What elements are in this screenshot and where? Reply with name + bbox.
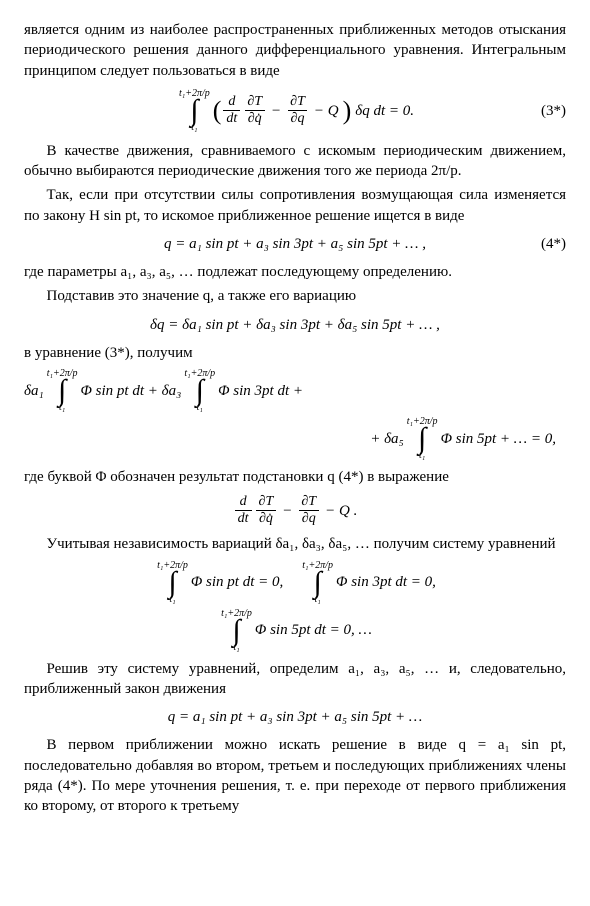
equation-phi-def: d dt ∂T ∂q̇ − ∂T ∂q − Q . bbox=[24, 495, 566, 526]
para-4: где параметры a₁, a₃, a₅, … подлежат пос… bbox=[24, 262, 566, 282]
equation-sum: δa₁ t₁+2π/p ∫ t₁ Φ sin pt dt + δa₃ t₁+2π… bbox=[24, 369, 566, 461]
para-5: Подставив это значение q, а также его ва… bbox=[24, 286, 566, 306]
para-8: Учитывая независимость вариаций δa₁, δa₃… bbox=[24, 534, 566, 554]
para-7: где буквой Φ обозначен результат подстан… bbox=[24, 467, 566, 487]
equation-system: t₁+2π/p ∫ t₁ Φ sin pt dt = 0, t₁+2π/p ∫ … bbox=[24, 561, 566, 653]
eq-label-4star: (4*) bbox=[541, 234, 566, 254]
para-9: Решив эту систему уравнений, определим a… bbox=[24, 659, 566, 700]
para-6: в уравнение (3*), получим bbox=[24, 343, 566, 363]
para-10: В первом приближении можно искать решени… bbox=[24, 735, 566, 816]
eq-label-3star: (3*) bbox=[541, 101, 566, 121]
equation-3star: t₁+2π/p ∫ t₁ ( d dt ∂T ∂q̇ − ∂T ∂q − Q )… bbox=[24, 89, 566, 133]
para-1: является одним из наиболее распространен… bbox=[24, 20, 566, 81]
equation-deltaq: δq = δa₁ sin pt + δa₃ sin 3pt + δa₅ sin … bbox=[24, 315, 566, 335]
equation-4star: q = a₁ sin pt + a₃ sin 3pt + a₅ sin 5pt … bbox=[24, 234, 566, 254]
para-3: Так, если при отсутствии силы сопротивле… bbox=[24, 185, 566, 226]
para-2: В качестве движения, сравниваемого с иск… bbox=[24, 141, 566, 182]
equation-final-q: q = a₁ sin pt + a₃ sin 3pt + a₅ sin 5pt … bbox=[24, 707, 566, 727]
